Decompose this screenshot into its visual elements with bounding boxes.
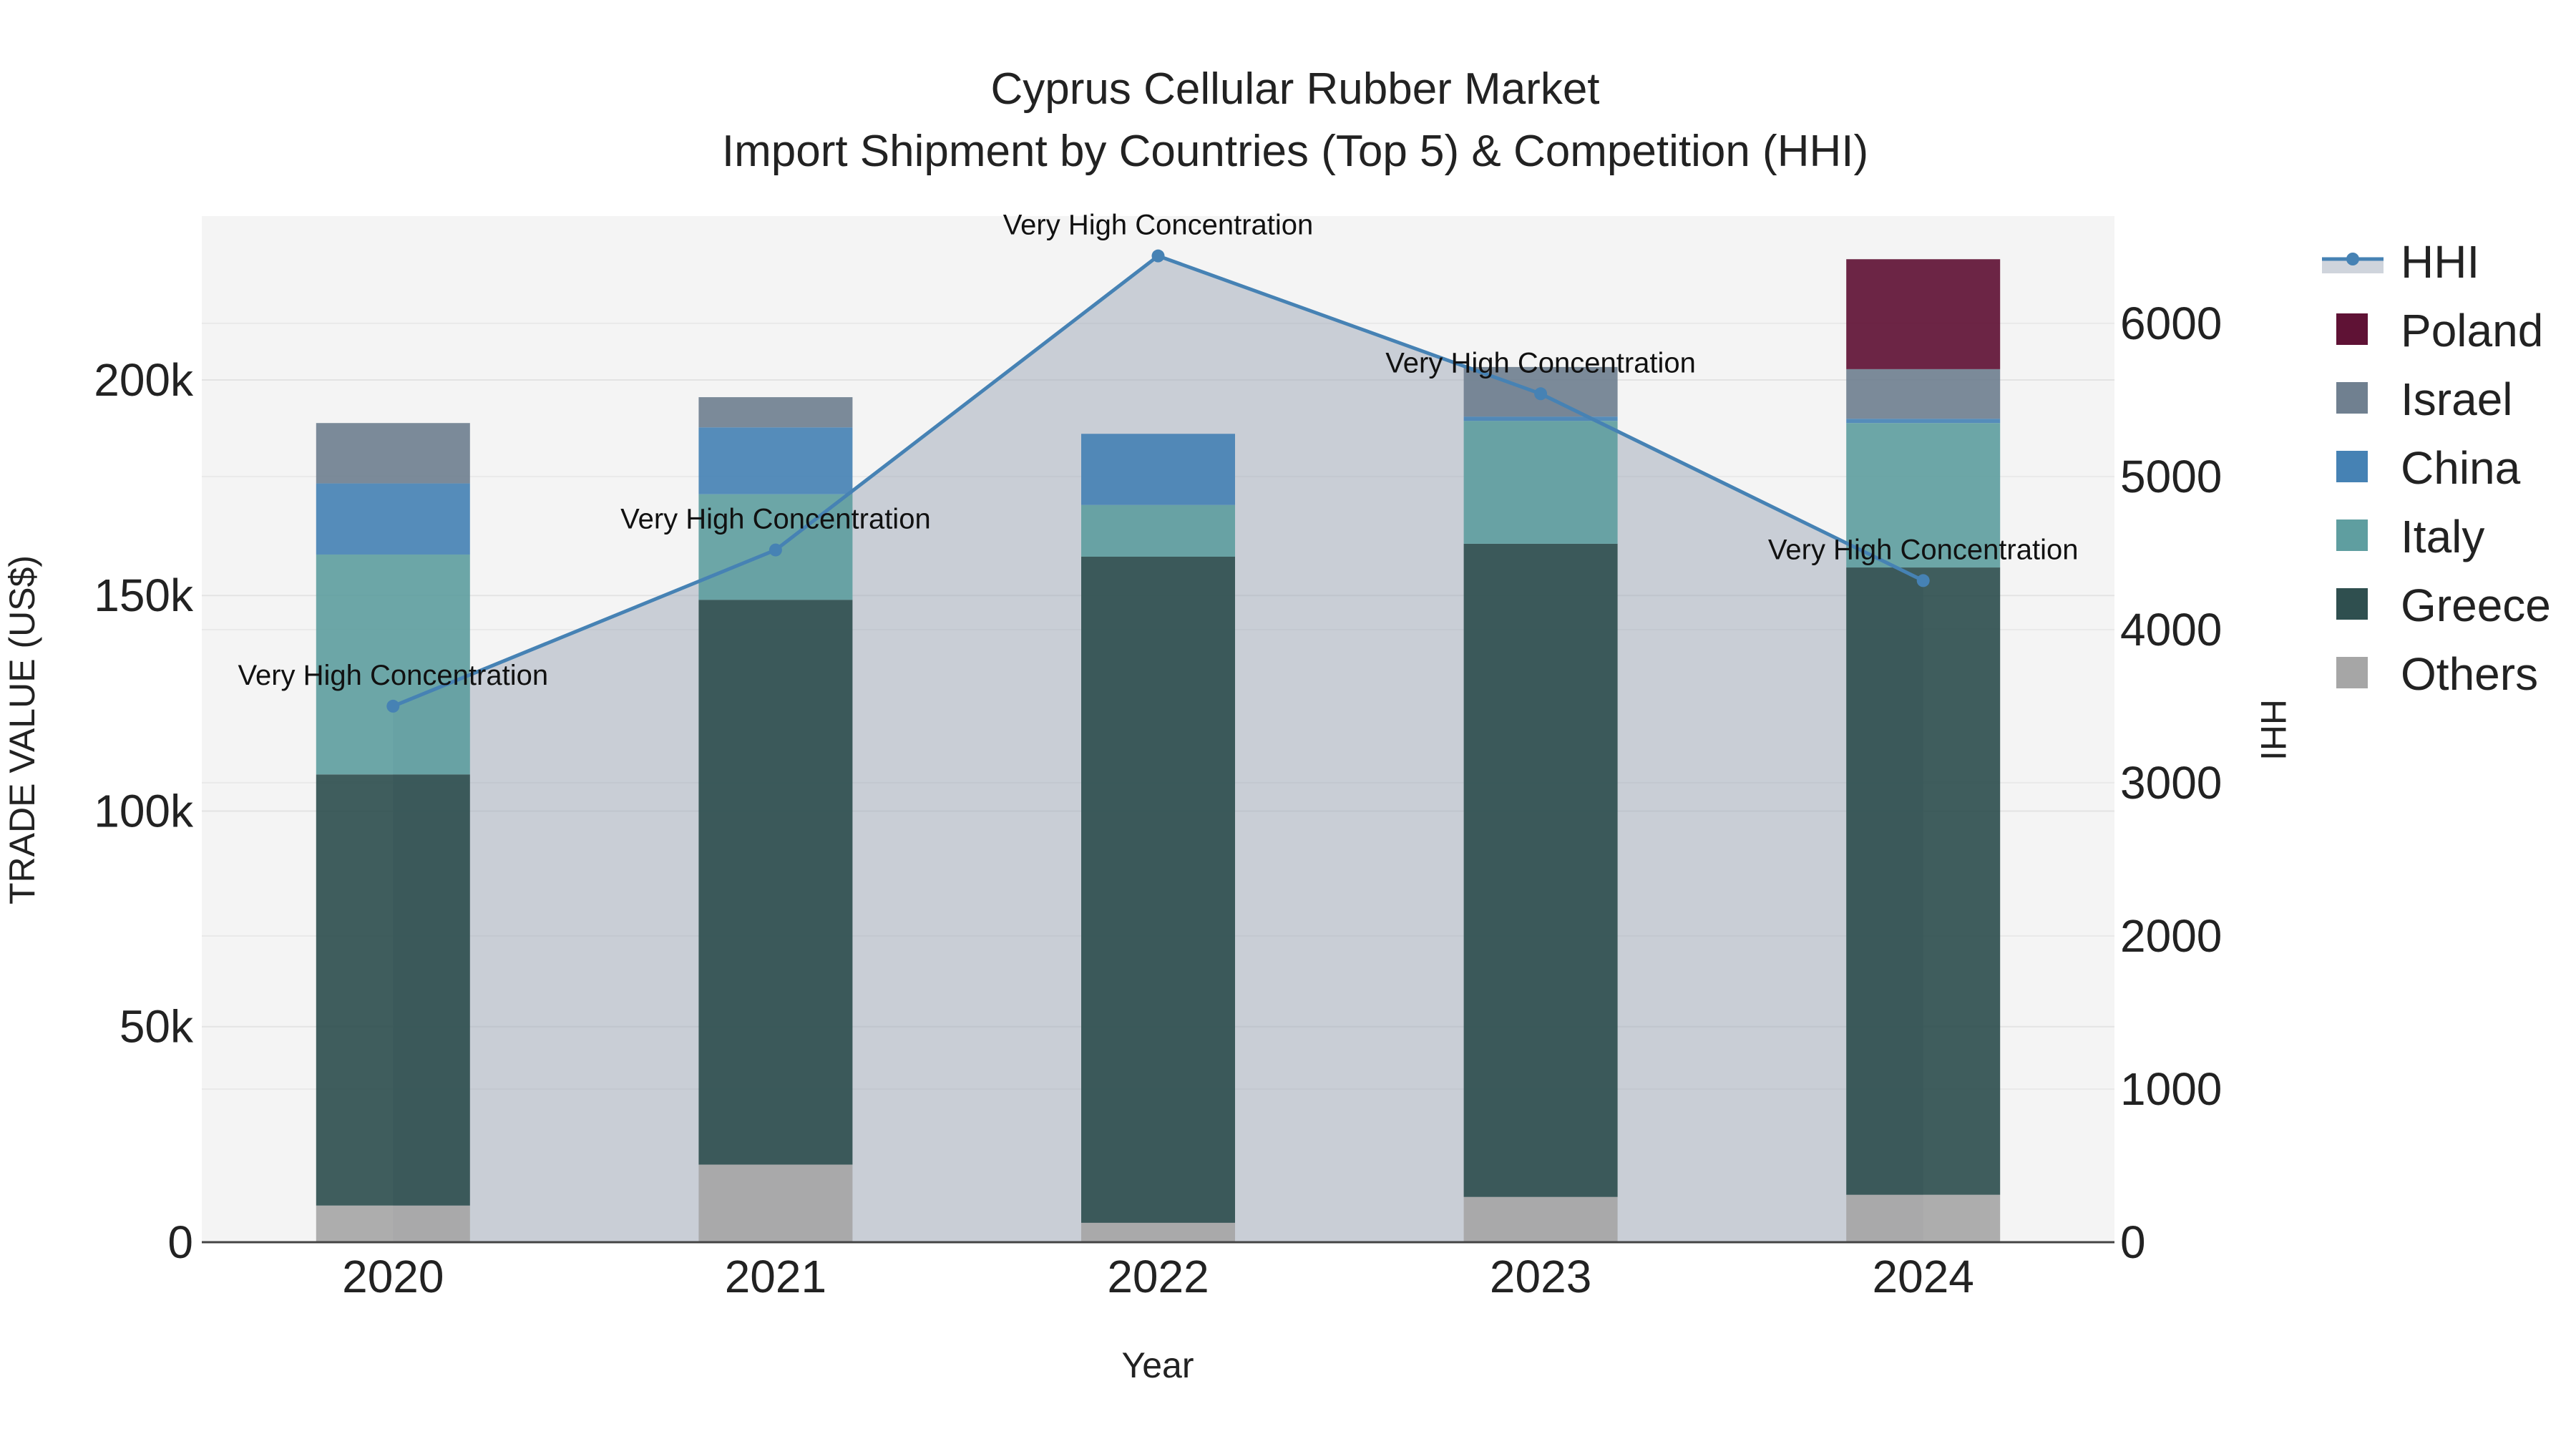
y2-tick-label: 6000 xyxy=(2120,298,2222,349)
bar-china-2020 xyxy=(316,483,470,555)
legend-swatch-israel xyxy=(2336,382,2368,414)
bar-italy-2020 xyxy=(316,554,470,775)
chart-title: Cyprus Cellular Rubber Market xyxy=(990,64,1599,114)
legend-swatch-poland xyxy=(2336,313,2368,345)
legend-swatch-italy xyxy=(2336,519,2368,551)
legend-label: Poland xyxy=(2401,305,2543,356)
legend-label: Others xyxy=(2401,648,2538,700)
legend-label: Greece xyxy=(2401,580,2551,631)
bar-china-2022 xyxy=(1081,434,1235,505)
x-tick-label: 2022 xyxy=(1107,1251,1209,1302)
hhi-point xyxy=(386,699,400,713)
y-tick-label: 200k xyxy=(94,354,194,406)
bar-israel-2020 xyxy=(316,423,470,484)
legend-label: China xyxy=(2401,442,2521,494)
legend-item-hhi[interactable]: HHI xyxy=(2322,236,2479,288)
y-tick-label: 50k xyxy=(119,1001,194,1053)
x-tick-label: 2023 xyxy=(1490,1251,1591,1302)
x-axis-title: Year xyxy=(1121,1345,1194,1385)
y2-tick-label: 0 xyxy=(2120,1216,2146,1268)
legend-item-others[interactable]: Others xyxy=(2336,648,2538,700)
legend-item-greece[interactable]: Greece xyxy=(2336,580,2551,631)
hhi-point xyxy=(769,543,782,557)
x-tick-label: 2024 xyxy=(1873,1251,1974,1302)
y2-tick-label: 4000 xyxy=(2120,604,2222,655)
bar-greece-2020 xyxy=(316,774,470,1206)
bar-italy-2022 xyxy=(1081,504,1235,557)
legend-swatch-hhi-area xyxy=(2322,259,2384,273)
hhi-point xyxy=(1916,574,1930,587)
hhi-point xyxy=(1534,387,1548,401)
bar-italy-2024 xyxy=(1846,423,2001,568)
bar-china-2023 xyxy=(1463,416,1618,421)
y-tick-label: 100k xyxy=(94,785,194,836)
bar-greece-2022 xyxy=(1081,556,1235,1223)
legend-swatch-greece xyxy=(2336,588,2368,620)
y-axis-title: TRADE VALUE (US$) xyxy=(2,555,42,904)
y2-tick-label: 1000 xyxy=(2120,1063,2222,1115)
bar-israel-2021 xyxy=(698,397,853,428)
bar-others-2022 xyxy=(1081,1222,1235,1242)
bar-others-2020 xyxy=(316,1205,470,1242)
legend-swatch-others xyxy=(2336,657,2368,688)
bar-greece-2024 xyxy=(1846,567,2001,1195)
legend: HHI Poland Israel China Italy Greece Others xyxy=(2322,236,2551,700)
x-tick-label: 2020 xyxy=(342,1251,444,1302)
axes: 0 50k 100k 150k 200k 0 1000 2000 3000 4000 5000 600… xyxy=(94,298,2222,1302)
y-tick-label: 0 xyxy=(167,1216,193,1268)
y2-tick-label: 5000 xyxy=(2120,451,2222,502)
hhi-annotation: Very High Concentration xyxy=(1003,210,1314,241)
legend-swatch-hhi-marker xyxy=(2346,253,2359,265)
hhi-annotations: Very High Concentration Very High Concent… xyxy=(238,210,2079,691)
bar-israel-2024 xyxy=(1846,369,2001,419)
bar-poland-2024 xyxy=(1846,259,2001,369)
chart-subtitle: Import Shipment by Countries (Top 5) & C… xyxy=(722,127,1868,176)
hhi-point xyxy=(1151,249,1165,263)
x-tick-label: 2021 xyxy=(725,1251,826,1302)
y2-tick-label: 3000 xyxy=(2120,757,2222,809)
hhi-annotation: Very High Concentration xyxy=(620,504,931,535)
legend-item-israel[interactable]: Israel xyxy=(2336,374,2513,425)
hhi-line-layer xyxy=(386,249,1930,713)
bar-greece-2023 xyxy=(1463,543,1618,1197)
bar-china-2021 xyxy=(698,427,853,494)
legend-label: HHI xyxy=(2401,236,2479,288)
bar-italy-2023 xyxy=(1463,421,1618,544)
y-tick-label: 150k xyxy=(94,570,194,621)
legend-item-poland[interactable]: Poland xyxy=(2336,305,2543,356)
hhi-annotation: Very High Concentration xyxy=(1385,347,1696,379)
bar-others-2023 xyxy=(1463,1196,1618,1242)
legend-swatch-china xyxy=(2336,451,2368,482)
legend-label: Israel xyxy=(2401,374,2513,425)
hhi-annotation: Very High Concentration xyxy=(1768,534,2079,565)
bar-others-2024 xyxy=(1846,1194,2001,1242)
y2-tick-label: 2000 xyxy=(2120,910,2222,962)
legend-label: Italy xyxy=(2401,511,2484,562)
bar-others-2021 xyxy=(698,1164,853,1242)
bar-china-2024 xyxy=(1846,419,2001,424)
bar-greece-2021 xyxy=(698,600,853,1165)
legend-item-italy[interactable]: Italy xyxy=(2336,511,2484,562)
y2-axis-title: HHI xyxy=(2253,699,2293,761)
hhi-annotation: Very High Concentration xyxy=(238,660,549,691)
bars xyxy=(316,259,2001,1242)
legend-item-china[interactable]: China xyxy=(2336,442,2521,494)
